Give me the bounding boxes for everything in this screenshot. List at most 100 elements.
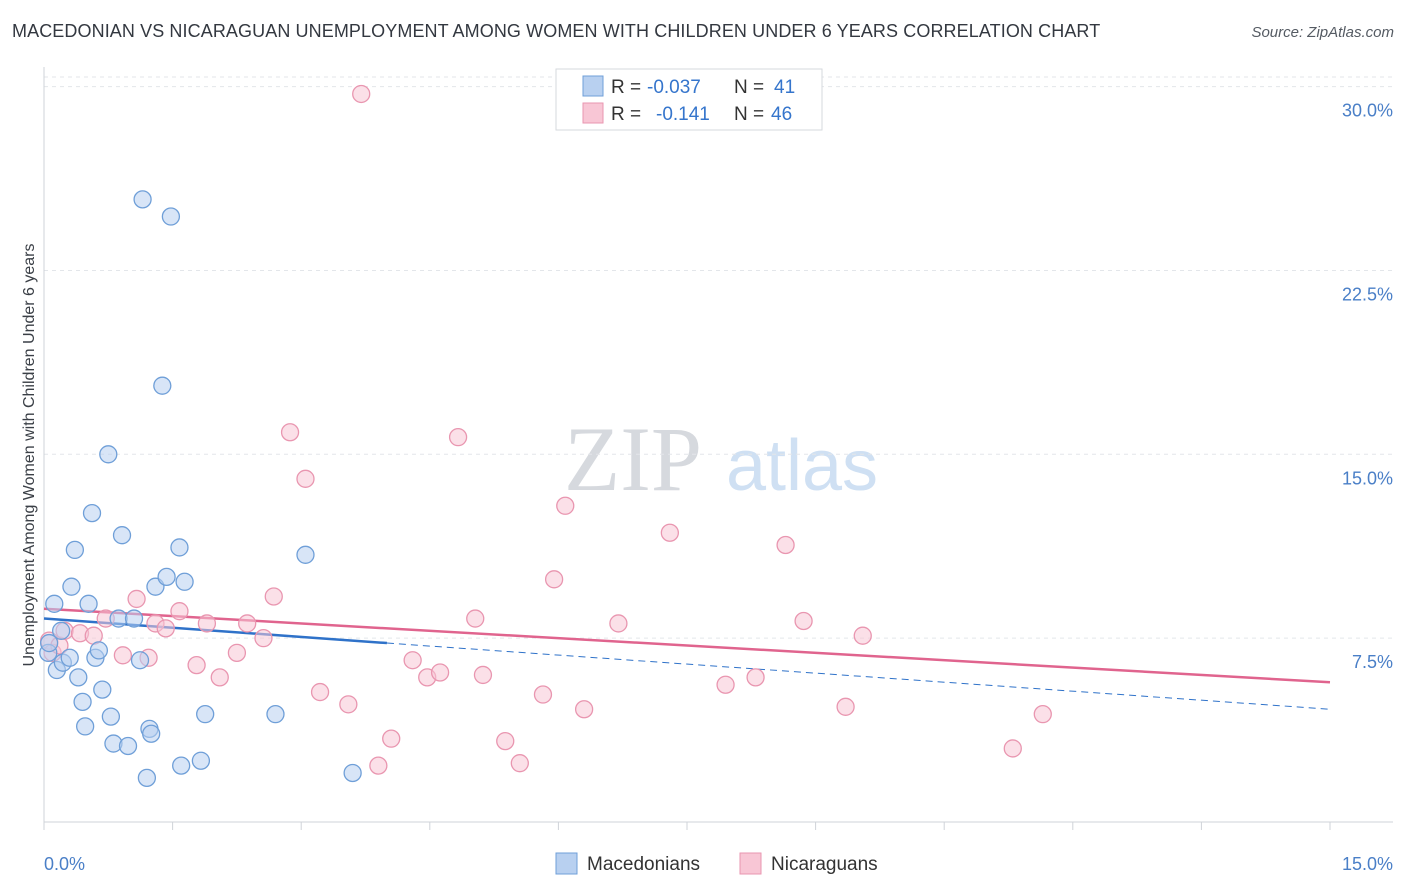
point-nicaraguans-15 [210,668,229,687]
point-macedonians-12 [79,594,98,613]
point-macedonians-39 [296,545,315,564]
point-macedonians-6 [60,648,79,667]
point-nicaraguans-8 [127,589,146,609]
point-macedonians-2 [45,594,64,613]
point-nicaraguans-34 [510,754,529,773]
point-macedonians-16 [93,680,112,699]
point-macedonians-8 [65,540,85,560]
trend-macedonians-extrapolated [386,642,1331,710]
point-nicaraguans-19 [264,587,283,606]
point-nicaraguans-18 [254,629,273,648]
point-nicaraguans-25 [369,756,388,775]
point-nicaraguans-37 [556,496,575,515]
legend-r-label-1: R = [611,77,641,98]
point-macedonians-1 [39,633,59,653]
legend-swatch-macedonians [582,75,604,97]
point-macedonians-25 [133,190,152,209]
point-nicaraguans-32 [473,665,493,685]
point-nicaraguans-38 [574,700,594,719]
point-nicaraguans-33 [496,731,515,751]
legend-n-label-1: N = [734,77,764,98]
point-nicaraguans-40 [660,523,680,542]
x-tick-label-max: 15.0% [1342,854,1393,874]
point-macedonians-38 [266,704,285,724]
point-nicaraguans-11 [156,619,175,638]
point-nicaraguans-36 [544,570,564,589]
grid: 7.5% 15.0% 22.5% 30.0% [44,76,1393,672]
point-nicaraguans-17 [238,614,257,633]
series-legend-swatch-macedonians [555,852,578,875]
point-nicaraguans-27 [403,651,422,670]
point-nicaraguans-23 [339,695,358,714]
series-legend: Macedonians Nicaraguans [555,852,878,875]
legend-r-value-1: -0.037 [647,77,701,98]
point-nicaraguans-43 [776,535,795,555]
point-nicaraguans-48 [1033,704,1052,724]
data-points [39,84,1052,788]
point-macedonians-32 [161,207,181,226]
point-nicaraguans-20 [280,423,300,442]
point-nicaraguans-22 [310,682,330,702]
x-tick-label-min: 0.0% [44,854,85,874]
y-axis-label: Unemployment Among Women with Children U… [21,243,38,666]
point-nicaraguans-47 [1003,739,1022,758]
point-macedonians-26 [137,768,157,788]
axes [43,67,1393,830]
point-nicaraguans-24 [352,84,371,104]
point-macedonians-15 [89,641,109,660]
legend-n-value-1: 41 [774,77,795,98]
point-macedonians-13 [82,503,102,523]
point-macedonians-7 [62,577,81,596]
point-nicaraguans-13 [187,655,206,675]
correlation-legend: R = -0.037 N = 41 R = -0.141 N = 46 [555,68,823,131]
point-nicaraguans-42 [746,668,765,687]
watermark-zip: ZIP [564,408,702,510]
point-macedonians-35 [175,572,194,591]
point-macedonians-37 [196,704,215,724]
point-nicaraguans-45 [836,697,855,716]
point-nicaraguans-41 [716,675,735,694]
point-macedonians-28 [142,724,161,743]
legend-swatch-nicaraguans [582,102,604,124]
point-macedonians-23 [124,609,144,628]
legend-r-value-2: -0.141 [656,104,710,125]
point-nicaraguans-39 [609,614,628,633]
point-nicaraguans-44 [794,611,813,631]
chart-title: MACEDONIAN VS NICARAGUAN UNEMPLOYMENT AM… [12,21,1101,41]
point-nicaraguans-31 [466,609,485,628]
y-tick-label-2: 22.5% [1342,284,1393,304]
point-nicaraguans-12 [170,602,189,621]
point-macedonians-20 [109,609,128,628]
point-nicaraguans-16 [227,643,247,663]
y-tick-label-0: 7.5% [1352,652,1393,672]
series-legend-label-nicaraguans: Nicaraguans [771,854,878,875]
watermark: ZIP atlas [564,408,878,510]
point-nicaraguans-7 [113,646,133,665]
point-nicaraguans-46 [853,626,872,645]
point-macedonians-9 [69,668,88,687]
point-macedonians-24 [130,651,150,670]
point-macedonians-34 [172,756,191,775]
point-nicaraguans-35 [533,685,553,704]
legend-r-label-2: R = [611,104,641,125]
point-macedonians-40 [343,763,362,783]
legend-n-label-2: N = [734,104,764,125]
point-macedonians-30 [153,376,172,395]
point-nicaraguans-29 [430,663,450,682]
point-macedonians-31 [157,567,176,587]
point-macedonians-22 [118,736,138,756]
point-macedonians-11 [76,717,95,736]
point-macedonians-36 [191,751,211,770]
point-macedonians-17 [99,445,118,464]
series-legend-label-macedonians: Macedonians [587,854,700,875]
point-macedonians-4 [51,621,71,640]
point-macedonians-21 [112,526,132,545]
point-nicaraguans-21 [296,469,315,488]
point-macedonians-18 [101,707,121,726]
y-tick-label-1: 15.0% [1342,468,1393,488]
point-nicaraguans-14 [197,614,217,633]
y-tick-label-3: 30.0% [1342,101,1393,121]
point-nicaraguans-26 [382,729,401,748]
point-nicaraguans-30 [448,427,468,447]
